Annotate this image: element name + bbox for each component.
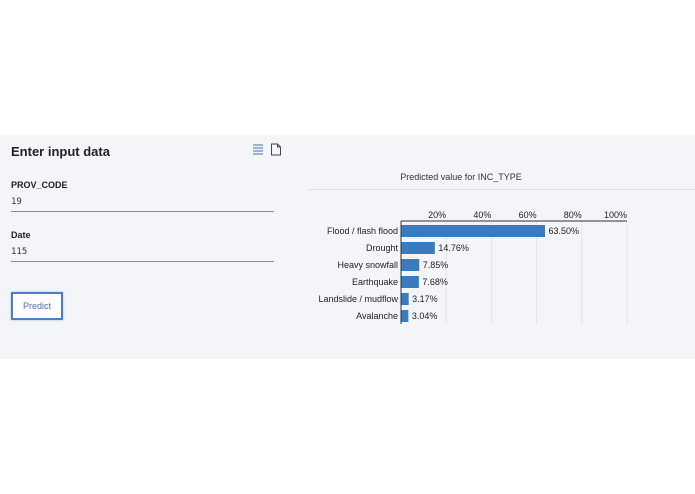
category-label: Landslide / mudflow <box>318 294 398 304</box>
category-label: Heavy snowfall <box>337 260 398 270</box>
input-panel <box>0 135 695 359</box>
data-label: 63.50% <box>549 226 580 236</box>
data-label: 7.85% <box>423 260 449 270</box>
data-label: 3.17% <box>412 294 438 304</box>
list-icon[interactable] <box>252 143 264 156</box>
bar <box>401 259 420 271</box>
x-tick-label: 20% <box>428 210 446 220</box>
prov-code-underline <box>11 211 274 212</box>
panel-title: Enter input data <box>11 144 110 159</box>
data-label: 3.04% <box>412 311 438 321</box>
bar <box>401 293 409 305</box>
predict-button[interactable]: Predict <box>11 292 63 320</box>
data-label: 14.76% <box>438 243 469 253</box>
bar-chart: 20% 40% 60% 80% 100% Flood / flash flood 63.50… <box>318 210 628 324</box>
chart-divider <box>307 189 695 190</box>
bar <box>401 310 409 322</box>
category-label: Avalanche <box>356 311 398 321</box>
date-underline <box>11 261 274 262</box>
x-tick-label: 80% <box>564 210 582 220</box>
chart-title: Predicted value for INC_TYPE <box>400 172 522 182</box>
data-label: 7.68% <box>422 277 448 287</box>
date-label: Date <box>11 230 31 240</box>
x-tick-label: 60% <box>519 210 537 220</box>
date-input[interactable]: 115 <box>11 247 28 257</box>
bar <box>401 242 435 254</box>
bar <box>401 276 419 288</box>
x-tick-label: 40% <box>473 210 491 220</box>
category-label: Flood / flash flood <box>327 226 398 236</box>
bar <box>401 225 546 237</box>
category-label: Drought <box>366 243 399 253</box>
x-tick-label: 100% <box>604 210 627 220</box>
document-icon[interactable] <box>270 143 282 156</box>
prov-code-input[interactable]: 19 <box>11 197 22 207</box>
prov-code-label: PROV_CODE <box>11 180 68 190</box>
category-label: Earthquake <box>352 277 398 287</box>
